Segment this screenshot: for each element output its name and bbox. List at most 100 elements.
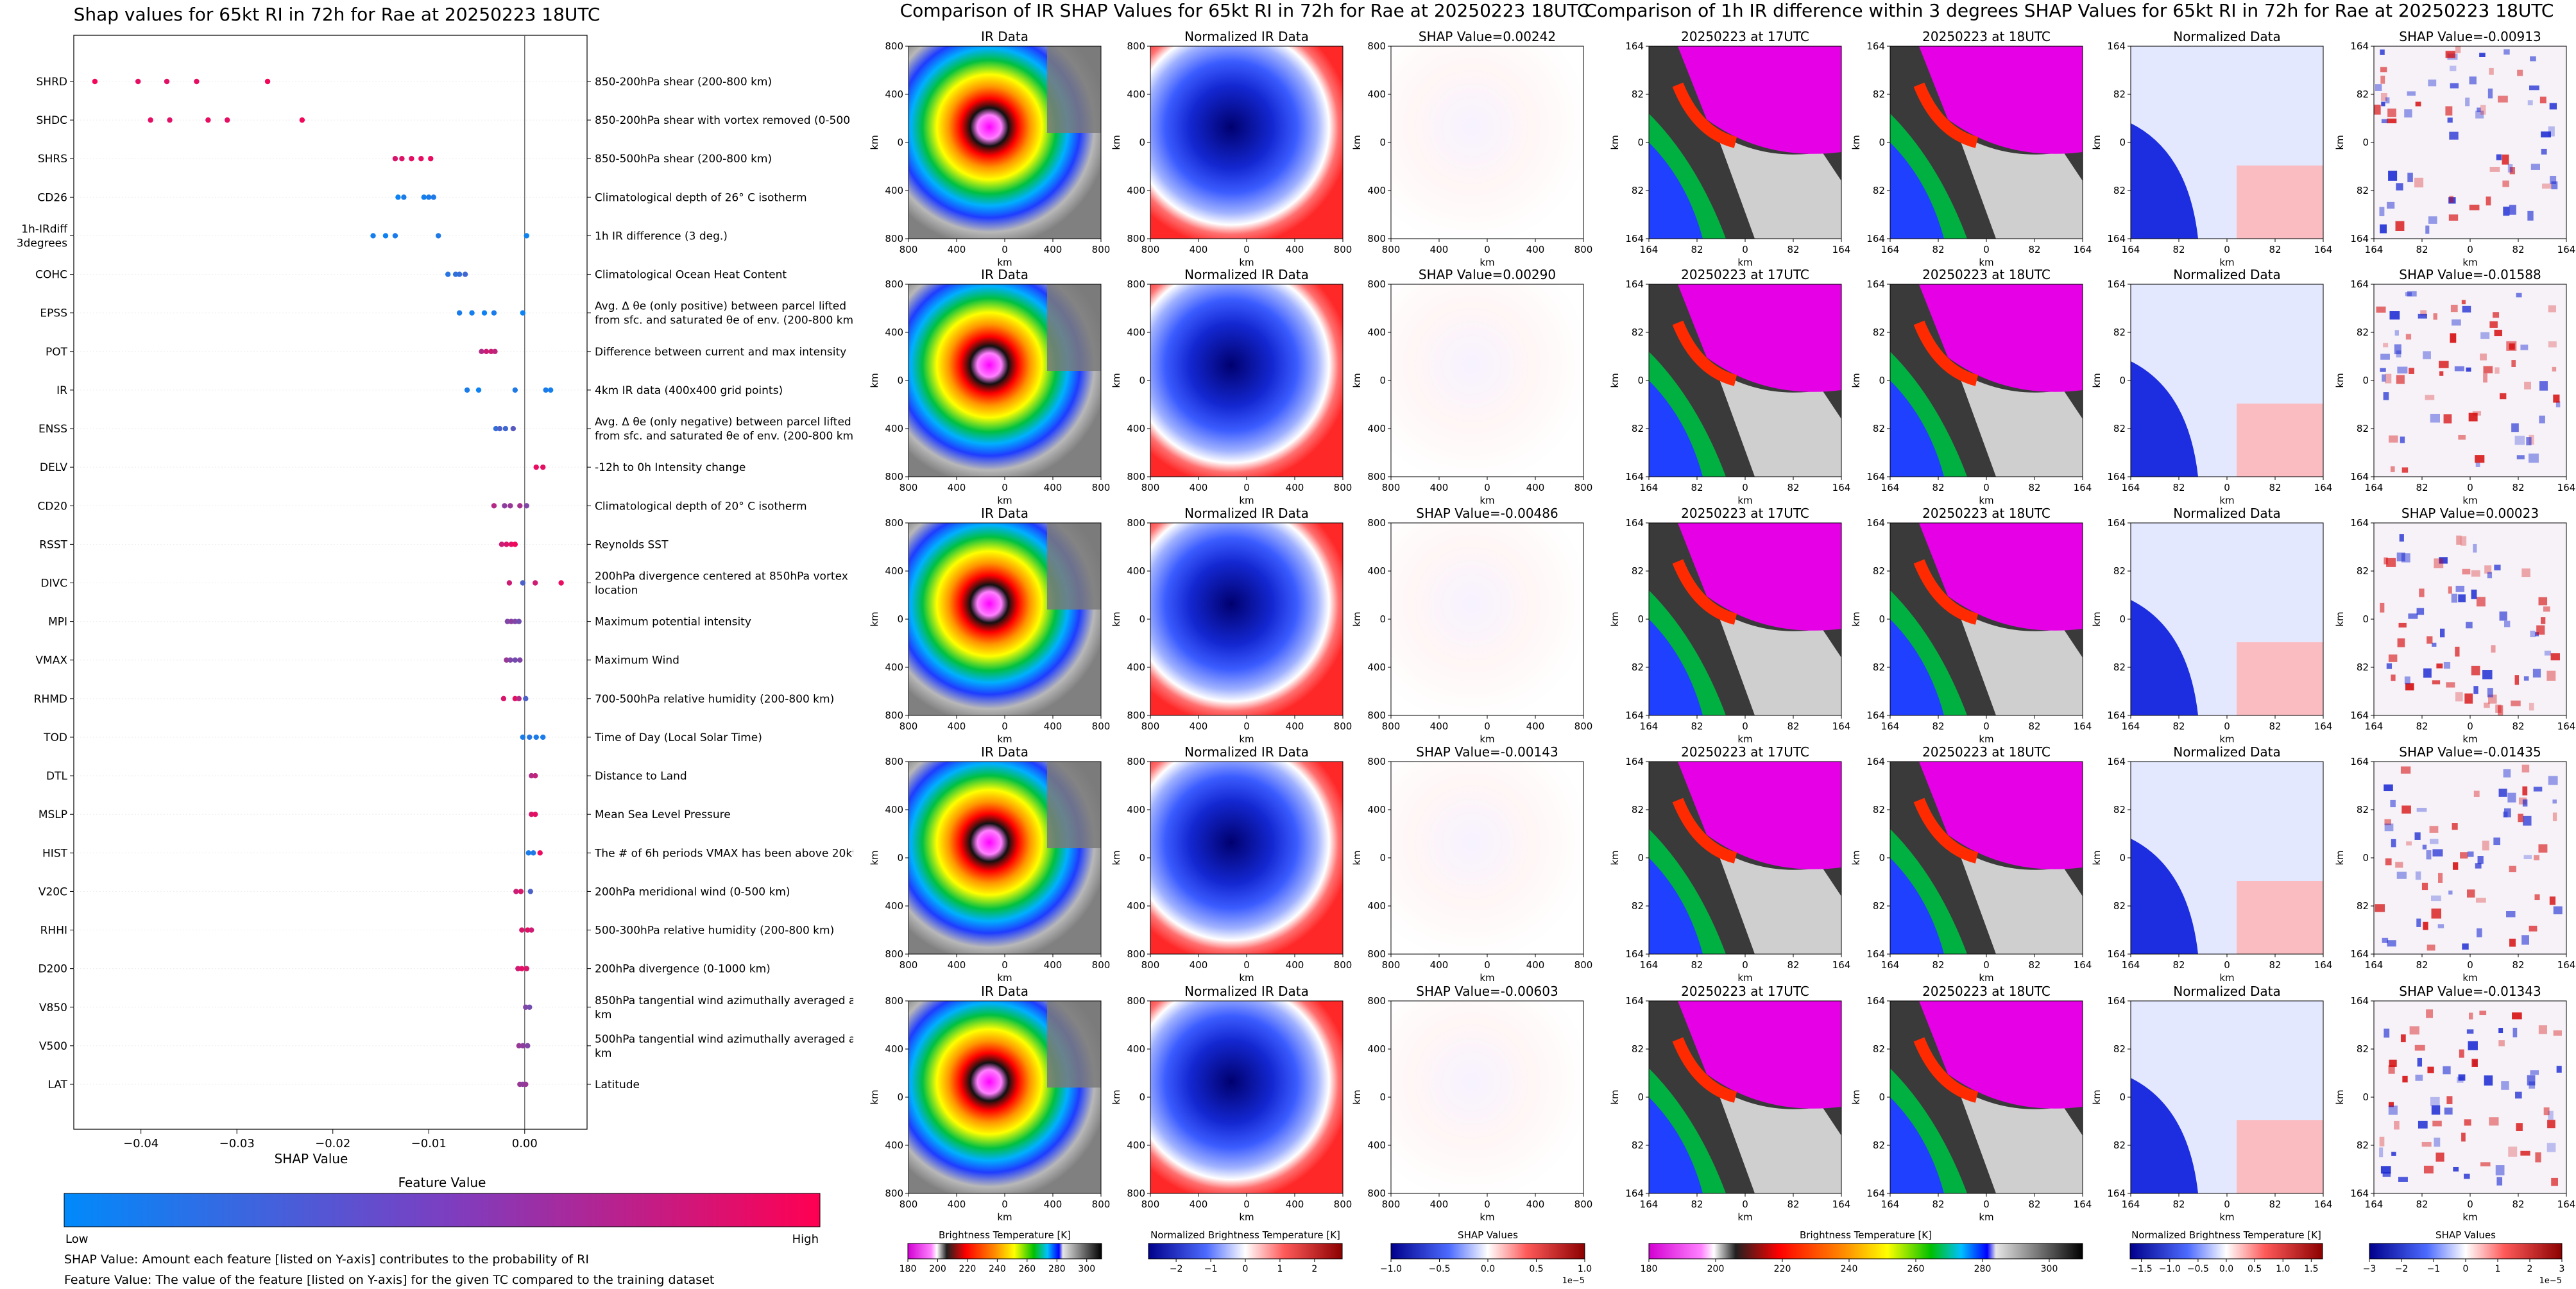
x-tick-label: 164	[2365, 959, 2384, 971]
x-tick-label: 800	[1334, 959, 1352, 971]
x-tick-label: 800	[900, 1199, 918, 1210]
shap-noise-cell	[2389, 1059, 2397, 1067]
y-tick-label: 164	[2107, 1188, 2126, 1199]
feature-description-label: 200hPa meridional wind (0-500 km)	[595, 885, 790, 898]
shap-noise-cell	[2425, 395, 2435, 400]
shap-noise-cell	[2471, 570, 2480, 577]
x-tick-label: 400	[1190, 721, 1208, 732]
shap-noise-cell	[2405, 292, 2412, 296]
x-tick-label: 400	[1044, 959, 1062, 971]
shap-noise-cell	[2468, 1041, 2478, 1050]
ir-shap-image	[1391, 762, 1583, 954]
shap-noise-cell	[2402, 1075, 2408, 1083]
x-tick-label: 82	[1932, 244, 1944, 255]
shap-noise-cell	[2380, 49, 2385, 55]
x-tick-label: 82	[2512, 244, 2524, 255]
shap-noise-cell	[2536, 625, 2545, 635]
shap-noise-cell	[2504, 808, 2511, 817]
shap-noise-cell	[2556, 1066, 2562, 1073]
feature-value-colorbar	[64, 1193, 821, 1227]
shap-noise-cell	[2544, 651, 2552, 656]
colorbar-tick-label: −1.0	[1380, 1264, 1402, 1274]
x-tick-label: 400	[1526, 959, 1545, 971]
colorbar-tick-label: −1	[1204, 1264, 1218, 1274]
shap-noise-cell	[2385, 373, 2392, 384]
shap-noise-cell	[2466, 622, 2473, 629]
ir-data-image-clear-region	[1047, 284, 1101, 371]
shap-noise-cell	[2437, 924, 2444, 928]
x-tick-label: 0	[2224, 482, 2230, 493]
colorbar-tick-label: 1.0	[1578, 1264, 1592, 1274]
x-tick-label: 400	[1526, 244, 1545, 255]
colorbar-tick-label: 180	[1641, 1264, 1658, 1274]
shap-noise-cell	[2451, 593, 2458, 603]
shap-noise-cell	[2467, 889, 2475, 898]
shap-point	[508, 542, 515, 547]
y-tick-label: 400	[1127, 900, 1145, 912]
x-tick-label: 164	[1881, 1199, 1900, 1210]
y-axis-label: km	[1609, 1089, 1621, 1104]
shap-noise-cell	[2548, 341, 2557, 348]
shap-noise-cell	[2445, 106, 2453, 116]
shap-noise-cell	[2395, 862, 2403, 868]
y-tick-label: 82	[2113, 89, 2126, 100]
feature-description-label: 700-500hPa relative humidity (200-800 km…	[595, 693, 834, 706]
shap-noise-cell	[2480, 105, 2486, 115]
y-tick-label: 82	[1873, 185, 1885, 196]
ir-diff-image-grey-region	[1958, 848, 2083, 954]
x-tick-label: 82	[1932, 482, 1944, 493]
x-tick-label: 164	[2122, 721, 2140, 732]
x-tick-label: 164	[2557, 1199, 2576, 1210]
shap-noise-cell	[2455, 646, 2460, 657]
y-tick-label: 400	[1367, 804, 1386, 815]
ir-shap-image	[1391, 284, 1583, 477]
shap-noise-cell	[2436, 663, 2443, 669]
shap-noise-cell	[2484, 703, 2490, 708]
y-tick-label: 0	[2119, 375, 2126, 386]
shap-point	[558, 580, 564, 586]
feature-description-label: 850-200hPa shear (200-800 km)	[595, 76, 772, 89]
x-tick-label: 800	[1334, 482, 1352, 493]
ir-shap-colorbar	[1390, 1243, 1585, 1259]
y-tick-label: 82	[1632, 1043, 1644, 1055]
shap-noise-cell	[2448, 586, 2452, 594]
y-tick-label: 82	[1873, 900, 1885, 912]
feature-name-label: V20C	[38, 885, 67, 898]
y-axis-label: km	[1609, 135, 1621, 149]
x-axis-label: km	[1979, 257, 1993, 268]
y-tick-label: 164	[1866, 471, 1885, 482]
y-tick-label: 164	[2350, 710, 2369, 721]
shap-noise-cell	[2503, 207, 2510, 216]
ir-diff-shap-image	[2374, 762, 2566, 954]
shap-noise-cell	[2427, 636, 2433, 644]
shap-noise-cell	[2396, 871, 2407, 879]
shap-point	[499, 542, 505, 547]
x-tick-label: 0	[1742, 721, 1748, 732]
shap-noise-cell	[2448, 890, 2453, 895]
y-tick-label: 164	[2350, 278, 2369, 290]
y-tick-label: 0	[1139, 137, 1145, 148]
y-axis-label: km	[869, 611, 880, 626]
x-tick-label: 0	[1243, 1199, 1250, 1210]
x-tick-label: 0	[1983, 959, 1990, 971]
shap-point	[445, 271, 451, 277]
shap-noise-cell	[2387, 108, 2396, 117]
shap-point	[540, 464, 546, 470]
x-tick-label: 0	[1742, 244, 1748, 255]
normalized-ir-image	[1150, 284, 1343, 477]
shap-noise-cell	[2553, 394, 2560, 403]
shap-point	[516, 696, 522, 702]
y-tick-label: 0	[2362, 137, 2369, 148]
ir-diff-image-grey-region	[1958, 610, 2083, 715]
shap-noise-cell	[2546, 670, 2556, 681]
colorbar-title: SHAP Values	[2435, 1229, 2496, 1241]
y-tick-label: 400	[1367, 185, 1386, 196]
x-tick-label: 82	[1787, 244, 1799, 255]
x-axis-label: km	[997, 1211, 1012, 1223]
diff-shap-colorbar	[2369, 1243, 2563, 1259]
x-tick-label: 0	[1243, 244, 1250, 255]
colorbar-tick-label: 260	[1018, 1264, 1036, 1274]
shap-noise-cell	[2389, 311, 2400, 320]
x-tick-label: 0	[1983, 721, 1990, 732]
x-tick-label: 164	[2557, 482, 2576, 493]
